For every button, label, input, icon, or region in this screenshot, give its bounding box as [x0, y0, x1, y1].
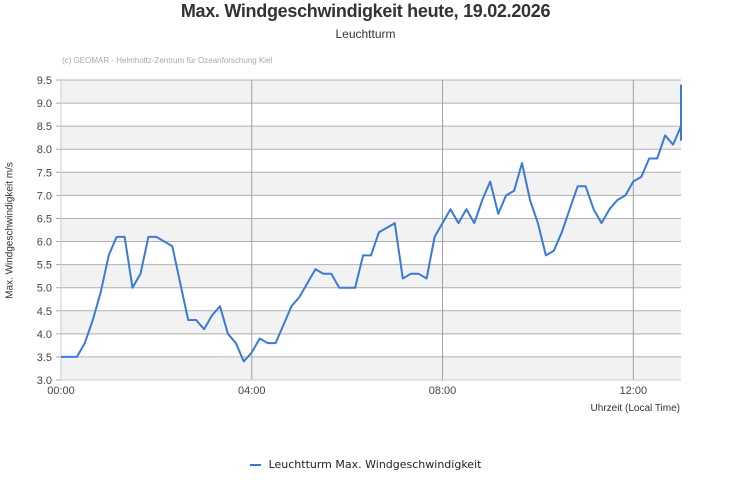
chart-subtitle: Leuchtturm [335, 27, 396, 41]
grid-band [61, 80, 681, 104]
y-tick-label: 6.5 [37, 213, 52, 225]
y-tick-label: 5.5 [37, 260, 52, 272]
legend-swatch-icon [249, 464, 261, 466]
series-line[interactable] [61, 84, 682, 363]
y-tick-label: 9.0 [37, 98, 52, 110]
x-tick-label: 00:00 [47, 385, 75, 397]
grid-band [61, 264, 681, 288]
y-tick-label: 3.5 [37, 352, 52, 364]
grid-band [61, 218, 681, 242]
grid-band [61, 356, 681, 380]
chart-title: Max. Windgeschwindigkeit heute, 19.02.20… [180, 1, 551, 21]
y-tick-label: 8.5 [37, 121, 52, 133]
credit-text: (c) GEOMAR - Helmholtz-Zentrum für Ozean… [62, 56, 273, 65]
legend-label: Leuchtturm Max. Windgeschwindigkeit [268, 458, 482, 471]
y-tick-label: 4.0 [37, 329, 52, 341]
y-tick-label: 9.5 [37, 75, 52, 87]
x-axis-label: Uhrzeit (Local Time) [590, 403, 680, 414]
y-tick-label: 6.0 [37, 237, 52, 249]
y-tick-label: 3.0 [37, 375, 52, 387]
y-tick-label: 8.0 [37, 144, 52, 156]
y-tick-label: 4.5 [37, 306, 52, 318]
x-tick-label: 08:00 [429, 385, 457, 397]
grid-band [61, 310, 681, 334]
y-tick-label: 7.5 [37, 167, 52, 179]
y-tick-label: 5.0 [37, 283, 52, 295]
x-tick-label: 04:00 [238, 385, 266, 397]
grid-band [61, 126, 681, 150]
y-tick-label: 7.0 [37, 190, 52, 202]
legend[interactable]: Leuchtturm Max. Windgeschwindigkeit [0, 458, 731, 471]
x-tick-label: 12:00 [620, 385, 648, 397]
